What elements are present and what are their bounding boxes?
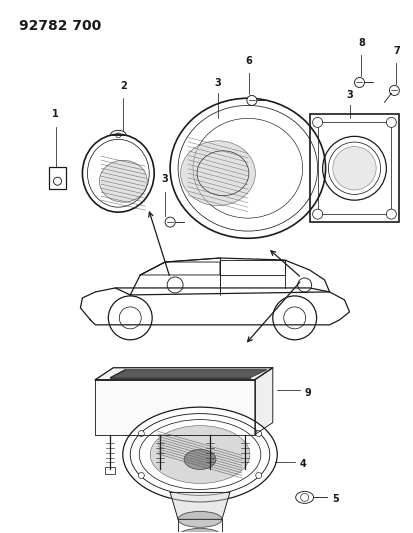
Text: 5: 5 xyxy=(332,495,339,504)
Bar xyxy=(205,467,215,474)
Circle shape xyxy=(108,296,152,340)
Bar xyxy=(105,467,115,474)
Ellipse shape xyxy=(123,407,277,502)
Text: 3: 3 xyxy=(215,78,221,88)
Circle shape xyxy=(256,472,262,479)
Circle shape xyxy=(313,209,323,219)
Text: 4: 4 xyxy=(300,459,306,470)
Ellipse shape xyxy=(296,491,313,503)
Ellipse shape xyxy=(178,528,222,533)
Bar xyxy=(310,115,399,222)
Circle shape xyxy=(247,95,257,106)
Ellipse shape xyxy=(100,160,147,202)
Circle shape xyxy=(387,117,396,127)
Bar xyxy=(49,167,66,189)
Text: 2: 2 xyxy=(120,82,127,92)
Bar xyxy=(318,123,392,214)
Text: 92782 700: 92782 700 xyxy=(19,19,101,33)
Polygon shape xyxy=(255,368,273,434)
Circle shape xyxy=(138,472,144,479)
Ellipse shape xyxy=(180,141,255,206)
Circle shape xyxy=(138,431,144,437)
Ellipse shape xyxy=(333,147,376,190)
Circle shape xyxy=(273,296,317,340)
Bar xyxy=(240,467,250,474)
Circle shape xyxy=(354,77,364,87)
Ellipse shape xyxy=(184,449,216,470)
Ellipse shape xyxy=(178,511,222,527)
Ellipse shape xyxy=(150,425,250,483)
Text: 8: 8 xyxy=(358,37,365,47)
Circle shape xyxy=(313,117,323,127)
Text: 7: 7 xyxy=(393,45,400,55)
Polygon shape xyxy=(95,379,255,434)
Text: 9: 9 xyxy=(305,387,311,398)
Text: 3: 3 xyxy=(346,91,353,100)
Circle shape xyxy=(165,217,175,227)
Polygon shape xyxy=(95,368,273,379)
Bar xyxy=(155,467,165,474)
Polygon shape xyxy=(110,370,267,378)
Text: 3: 3 xyxy=(162,174,169,184)
Text: 1: 1 xyxy=(52,109,59,119)
Text: 6: 6 xyxy=(245,55,252,66)
Circle shape xyxy=(389,85,399,95)
Circle shape xyxy=(256,431,262,437)
Polygon shape xyxy=(170,492,230,519)
Circle shape xyxy=(387,209,396,219)
